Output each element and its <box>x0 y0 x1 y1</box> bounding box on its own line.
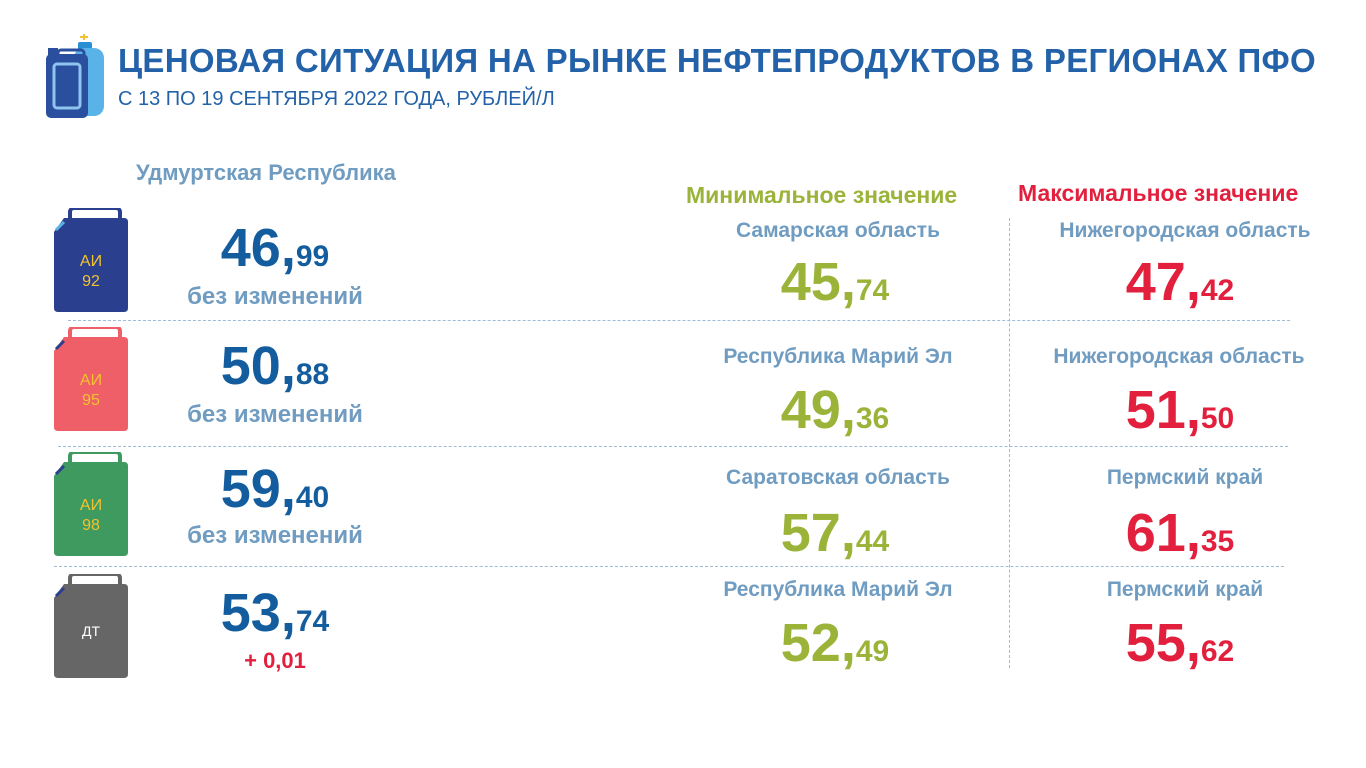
max-price-integer: 47, <box>1125 252 1201 312</box>
udmurtia-price-ai95: 50,88 <box>180 339 370 393</box>
min-price-integer: 45, <box>780 252 856 312</box>
min-price: 57,44 <box>740 506 930 560</box>
price-fraction: 74 <box>295 605 330 638</box>
fuel-row-ai92: АИ 92 46,99 без изменений Самарская обла… <box>0 205 1366 325</box>
max-price: 47,42 <box>1085 255 1275 309</box>
min-price-integer: 57, <box>780 503 856 563</box>
page-subtitle: С 13 ПО 19 СЕНТЯБРЯ 2022 ГОДА, РУБЛЕЙ/Л <box>118 88 555 110</box>
min-price-fraction: 44 <box>855 525 890 558</box>
min-region: Самарская область <box>736 219 940 242</box>
canister-ai98-icon: АИ 98 <box>54 452 128 556</box>
can-label-ai95-num: 95 <box>82 392 100 409</box>
min-region: Республика Марий Эл <box>723 345 953 368</box>
max-region: Пермский край <box>1106 578 1264 601</box>
max-region: Нижегородская область <box>1053 345 1305 368</box>
price-fraction: 99 <box>295 240 330 273</box>
row-divider <box>68 320 1290 321</box>
udmurtia-price-ai92: 46,99 <box>180 221 370 275</box>
row-divider <box>54 566 1284 567</box>
min-price: 45,74 <box>740 255 930 309</box>
column-divider <box>1009 218 1010 668</box>
max-price: 55,62 <box>1085 616 1275 670</box>
price-change: + 0,01 <box>244 648 306 673</box>
can-label-dt: ДТ <box>82 623 100 639</box>
can-label-ai92: АИ <box>80 253 102 270</box>
max-price-integer: 61, <box>1125 503 1201 563</box>
min-price-fraction: 36 <box>855 402 890 435</box>
min-price-integer: 49, <box>780 380 856 440</box>
max-price-fraction: 62 <box>1200 635 1235 668</box>
can-label-ai98-num: 98 <box>82 517 100 534</box>
max-price-integer: 55, <box>1125 613 1201 673</box>
max-region: Пермский край <box>1106 466 1264 489</box>
canister-ai95-icon: АИ 95 <box>54 327 128 431</box>
min-price-integer: 52, <box>780 613 856 673</box>
max-price-fraction: 42 <box>1200 274 1235 307</box>
price-fraction: 88 <box>295 358 330 391</box>
min-price: 49,36 <box>740 383 930 437</box>
max-price-integer: 51, <box>1125 380 1201 440</box>
max-price-fraction: 35 <box>1200 525 1235 558</box>
min-price-fraction: 74 <box>855 274 890 307</box>
region-label: Удмуртская Республика <box>136 160 396 185</box>
price-integer: 53, <box>220 583 296 643</box>
max-price: 61,35 <box>1085 506 1275 560</box>
price-integer: 50, <box>220 336 296 396</box>
can-label-ai92-num: 92 <box>82 273 100 290</box>
max-price-fraction: 50 <box>1200 402 1235 435</box>
can-label-ai95: АИ <box>80 372 102 389</box>
row-divider <box>58 446 1288 447</box>
max-value-header: Максимальное значение <box>1018 180 1299 206</box>
page-title: ЦЕНОВАЯ СИТУАЦИЯ НА РЫНКЕ НЕФТЕПРОДУКТОВ… <box>118 42 1316 79</box>
min-region: Саратовская область <box>726 466 950 489</box>
price-integer: 46, <box>220 218 296 278</box>
canister-ai92-icon: АИ 92 <box>54 208 128 312</box>
min-value-header: Минимальное значение <box>686 182 958 208</box>
price-change: без изменений <box>187 401 363 428</box>
price-fraction: 40 <box>295 481 330 514</box>
canister-dt-icon: ДТ <box>54 574 128 678</box>
fuel-canister-logo-icon <box>46 34 104 118</box>
price-change: без изменений <box>187 522 363 549</box>
can-label-ai98: АИ <box>80 497 102 514</box>
fuel-row-dt: ДТ 53,74 + 0,01 Республика Марий Эл 52,4… <box>0 574 1366 694</box>
price-change: без изменений <box>187 283 363 310</box>
min-price-fraction: 49 <box>855 635 890 668</box>
fuel-row-ai98: АИ 98 59,40 без изменений Саратовская об… <box>0 450 1366 570</box>
udmurtia-price-ai98: 59,40 <box>180 462 370 516</box>
min-price: 52,49 <box>740 616 930 670</box>
max-price: 51,50 <box>1085 383 1275 437</box>
price-integer: 59, <box>220 459 296 519</box>
max-region: Нижегородская область <box>1059 219 1311 242</box>
udmurtia-price-dt: 53,74 <box>180 586 370 640</box>
min-region: Республика Марий Эл <box>723 578 953 601</box>
fuel-row-ai95: АИ 95 50,88 без изменений Республика Мар… <box>0 327 1366 447</box>
